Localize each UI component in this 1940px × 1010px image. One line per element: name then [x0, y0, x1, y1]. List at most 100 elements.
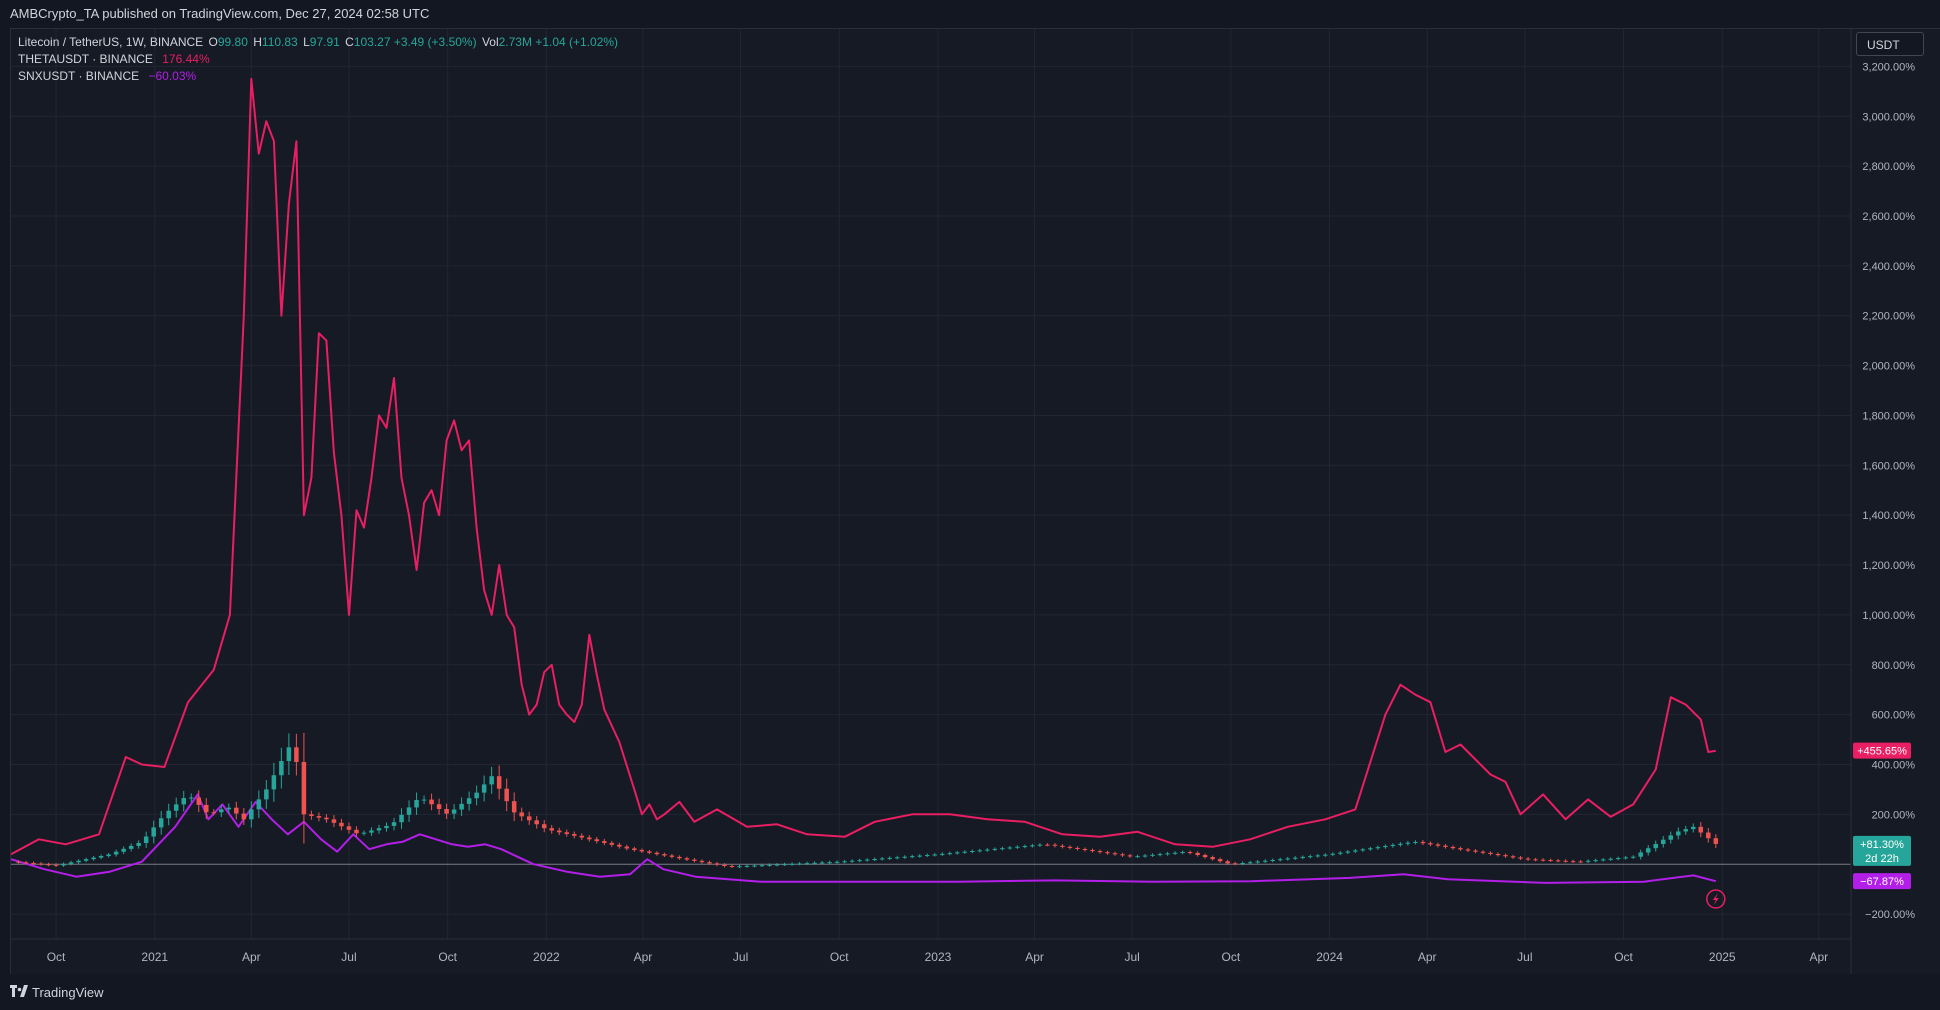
- ltc-candle-body: [1450, 846, 1456, 849]
- ltc-candle-body: [827, 862, 832, 864]
- published-header: AMBCrypto_TA published on TradingView.co…: [0, 0, 1940, 28]
- chart-svg[interactable]: −200.00% 200.00% 400.00% 600.00% 800.00% 1,00…: [11, 29, 1940, 975]
- legend-symbol[interactable]: Litecoin / TetherUS, 1W, BINANCE: [18, 35, 204, 49]
- chart-area[interactable]: −200.00% 200.00% 400.00% 600.00% 800.00% 1,00…: [10, 28, 1940, 975]
- ltc-candle-body: [819, 862, 825, 864]
- ltc-candle-body: [121, 848, 126, 852]
- ltc-candle-body: [16, 861, 21, 863]
- y-tick-label: 1,800.00%: [1862, 410, 1915, 422]
- ltc-candle-body: [1360, 849, 1366, 851]
- ltc-candle-body: [68, 862, 74, 864]
- ltc-candle-body: [481, 784, 487, 793]
- legend-snx-value: −60.03%: [148, 69, 197, 83]
- ltc-candle-body: [23, 862, 29, 864]
- ltc-candle-body: [61, 863, 66, 866]
- last-value-tag-bg: [1853, 873, 1911, 890]
- ltc-candle-body: [76, 860, 81, 863]
- ltc-candle-body: [106, 854, 111, 857]
- ltc-candle-body: [744, 865, 750, 867]
- ltc-candle-body: [414, 800, 419, 808]
- ltc-candle-body: [309, 814, 314, 817]
- ltc-candle-body: [1353, 850, 1358, 852]
- last-value-tag-sublabel: 2d 22h: [1865, 853, 1899, 865]
- ltc-candle-body: [940, 853, 945, 855]
- ltc-candle-body: [1488, 852, 1493, 854]
- ltc-candle-body: [774, 864, 780, 866]
- ltc-candle-body: [354, 829, 359, 834]
- ltc-candle-body: [98, 856, 104, 858]
- ltc-candle-body: [624, 846, 630, 849]
- plot-background: [11, 29, 1940, 975]
- ltc-candle-body: [511, 801, 517, 813]
- ltc-candle-body: [1390, 844, 1396, 847]
- ltc-candle-body: [789, 863, 795, 865]
- currency-button[interactable]: USDT: [1856, 32, 1924, 56]
- ltc-candle-body: [1638, 852, 1643, 857]
- ltc-candle-body: [1368, 848, 1373, 850]
- ltc-candle-body: [857, 860, 862, 862]
- x-tick-label: Apr: [1418, 950, 1437, 964]
- ltc-candle-body: [729, 865, 735, 867]
- ltc-candle-body: [579, 835, 585, 838]
- legend-vol-value: 2.73M: [498, 35, 532, 49]
- ltc-candle-body: [1195, 852, 1200, 856]
- ltc-candle-body: [977, 850, 983, 852]
- ltc-candle-body: [1495, 853, 1501, 856]
- ltc-candle-body: [1503, 855, 1508, 857]
- ltc-candle-body: [316, 816, 322, 818]
- x-tick-label: 2025: [1709, 950, 1736, 964]
- legend-theta-name[interactable]: THETAUSDT · BINANCE: [18, 52, 153, 66]
- ltc-candle-body: [1540, 859, 1546, 861]
- ltc-candle-body: [339, 822, 344, 827]
- ltc-candle-body: [842, 861, 847, 863]
- ltc-candle-body: [53, 864, 59, 866]
- ltc-candle-body: [1645, 848, 1651, 853]
- ltc-candle-body: [804, 863, 810, 865]
- ltc-candle-body: [985, 849, 990, 851]
- y-tick-label: 800.00%: [1872, 660, 1916, 672]
- ltc-candle-body: [1112, 853, 1118, 855]
- ltc-candle-body: [1135, 856, 1140, 858]
- ltc-candle-body: [256, 799, 262, 810]
- ltc-candle-body: [1323, 854, 1328, 856]
- ltc-candle-body: [1030, 845, 1035, 847]
- ltc-candle-body: [1172, 852, 1178, 854]
- ltc-candle-body: [331, 819, 337, 823]
- x-tick-label: Oct: [1614, 950, 1633, 964]
- tradingview-logo[interactable]: TradingView: [10, 984, 104, 1000]
- ltc-candle-body: [436, 804, 442, 809]
- ltc-candle-body: [279, 761, 284, 776]
- legend-low-value: 97.91: [309, 35, 340, 49]
- ltc-candle-body: [684, 858, 690, 860]
- ltc-candle-body: [526, 816, 532, 821]
- ltc-candle-body: [902, 856, 907, 858]
- lightning-icon[interactable]: [1706, 889, 1726, 909]
- legend-change-value: +3.49 (+3.50%): [393, 35, 477, 49]
- ltc-candle-body: [1473, 850, 1478, 852]
- ltc-candle-body: [1533, 859, 1538, 861]
- ltc-candle-body: [1082, 848, 1088, 851]
- legend-theta-value: 176.44%: [162, 52, 210, 66]
- y-tick-label: 2,200.00%: [1862, 311, 1915, 323]
- ltc-candle-body: [1157, 854, 1163, 856]
- x-tick-label: Jul: [733, 950, 748, 964]
- ltc-candle-body: [834, 861, 840, 863]
- ltc-candle-body: [1585, 860, 1591, 862]
- ltc-candle-body: [1668, 835, 1674, 840]
- ltc-candle-body: [669, 855, 675, 857]
- ltc-candle-body: [1615, 858, 1621, 860]
- ltc-candle-body: [1465, 849, 1471, 851]
- ltc-candle-body: [1150, 854, 1155, 856]
- ltc-candle-body: [737, 866, 742, 868]
- ltc-candle-body: [1706, 832, 1711, 839]
- legend-open-value: 99.80: [217, 35, 248, 49]
- ltc-candle-body: [924, 855, 930, 857]
- ltc-candle-body: [1000, 848, 1005, 850]
- legend-snx-name[interactable]: SNXUSDT · BINANCE: [18, 69, 140, 83]
- ltc-candle-body: [1428, 843, 1433, 845]
- last-value-tag: +81.30% 2d 22h: [1853, 835, 1911, 866]
- ltc-candle-body: [1240, 863, 1245, 865]
- ltc-candle-body: [128, 845, 134, 849]
- ltc-candle-body: [504, 788, 509, 802]
- ltc-candle-body: [188, 797, 194, 799]
